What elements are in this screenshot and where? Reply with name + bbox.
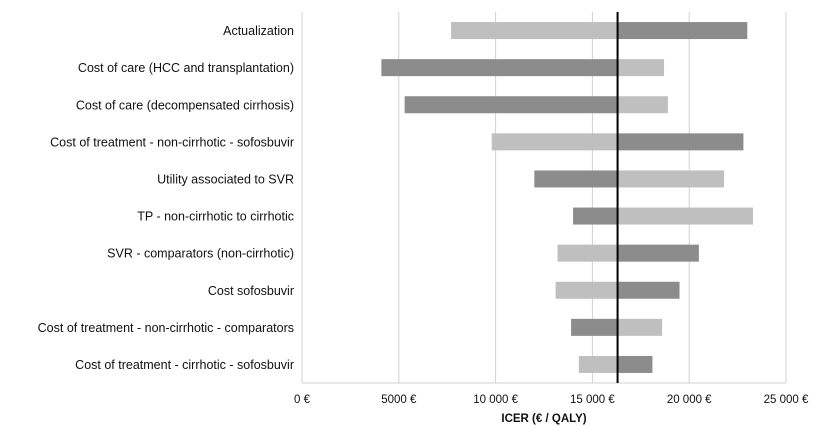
category-label: Cost of care (HCC and transplantation) — [78, 61, 294, 75]
category-label: Cost sofosbuvir — [208, 284, 294, 298]
x-axis-title: ICER (€ / QALY) — [501, 413, 586, 425]
x-tick-label: 25 000 € — [764, 394, 809, 406]
bar-high-7 — [617, 244, 699, 262]
category-label: TP - non-cirrhotic to cirrhotic — [137, 210, 294, 224]
category-label: Actualization — [223, 24, 294, 38]
bar-high-10 — [617, 355, 653, 373]
x-tick-label: 20 000 € — [667, 394, 712, 406]
bar-high-2 — [617, 59, 665, 77]
bar-low-8 — [555, 281, 618, 299]
bar-low-7 — [557, 244, 618, 262]
bar-high-6 — [617, 207, 754, 225]
bar-high-9 — [617, 318, 663, 336]
bar-high-4 — [617, 133, 744, 151]
bars — [381, 22, 754, 373]
bar-low-10 — [578, 355, 618, 373]
bar-low-6 — [573, 207, 618, 225]
bar-low-5 — [534, 170, 618, 188]
category-label: Cost of care (decompensated cirrhosis) — [76, 98, 294, 112]
bar-low-1 — [451, 22, 618, 40]
x-tick-label: 5000 € — [381, 394, 417, 406]
category-label: Utility associated to SVR — [157, 172, 294, 186]
bar-high-8 — [617, 281, 680, 299]
x-tick-labels: 0 € 5000 € 10 000 € 15 000 € 20 000 € 25 000 … — [294, 394, 809, 406]
bar-low-4 — [491, 133, 618, 151]
bar-low-9 — [571, 318, 618, 336]
bar-high-1 — [617, 22, 748, 40]
category-label: Cost of treatment - non-cirrhotic - sofo… — [50, 135, 294, 149]
x-tick-label: 10 000 € — [473, 394, 518, 406]
category-label: SVR - comparators (non-cirrhotic) — [107, 247, 294, 261]
bar-low-3 — [404, 96, 618, 114]
x-tick-label: 0 € — [294, 394, 311, 406]
category-label: Cost of treatment - cirrhotic - sofosbuv… — [75, 358, 294, 372]
category-labels: Actualization Cost of care (HCC and trans… — [38, 24, 294, 372]
bar-low-2 — [381, 59, 618, 77]
x-tick-label: 15 000 € — [570, 394, 615, 406]
bar-high-3 — [617, 96, 668, 114]
bar-high-5 — [617, 170, 725, 188]
category-label: Cost of treatment - non-cirrhotic - comp… — [38, 321, 294, 335]
